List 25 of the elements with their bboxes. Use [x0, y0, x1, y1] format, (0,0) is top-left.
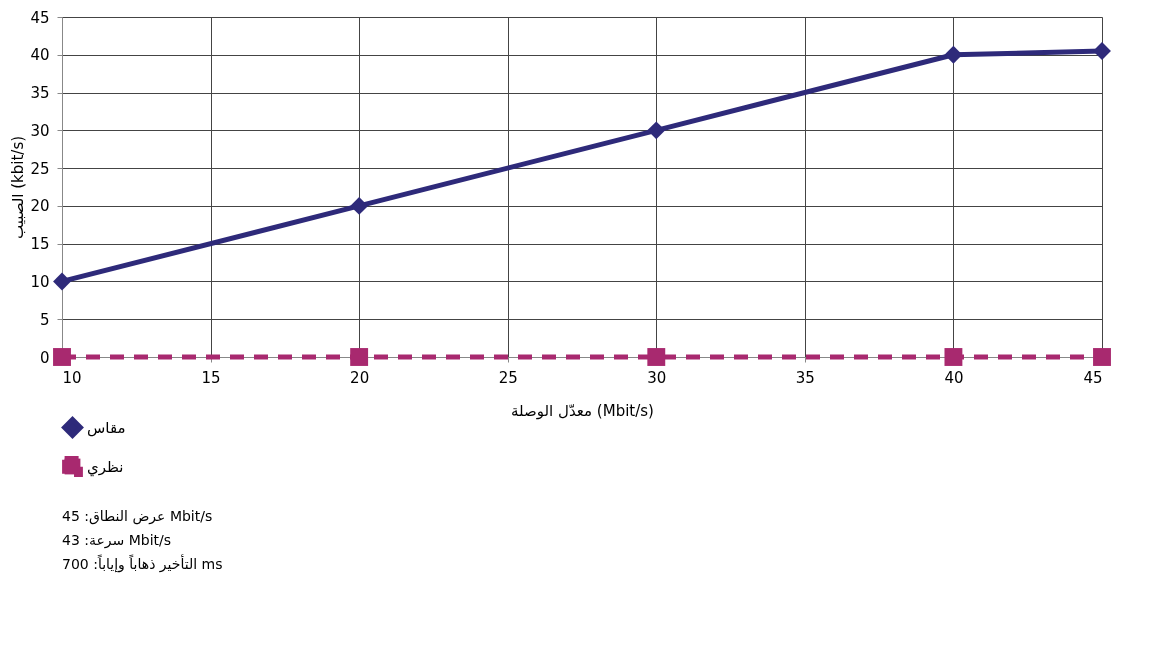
y-axis-title: الصبيب (kbit/s): [9, 135, 28, 240]
x-tick-label: 30: [647, 368, 667, 387]
y-tick-label: 20: [30, 197, 50, 216]
x-tick-label: 15: [201, 368, 221, 387]
y-tick-label: 30: [30, 121, 50, 140]
x-axis-title: معدّل الوصلة (Mbit/s): [511, 401, 654, 420]
y-tick-label: 10: [30, 272, 50, 291]
x-tick-label: 35: [795, 368, 815, 387]
x-tick-label: 25: [498, 368, 518, 387]
y-tick-label: 40: [30, 46, 50, 65]
x-tick-label: 20: [350, 368, 370, 387]
y-tick-label: 15: [30, 235, 50, 254]
y-tick-label: 25: [30, 159, 50, 178]
y-tick-label: 35: [30, 84, 50, 103]
x-tick-label: 10: [62, 368, 82, 387]
x-tick-label: 45: [1083, 368, 1103, 387]
x-tick-label: 40: [944, 368, 964, 387]
text: التأخير ذهاباً وإياباً: 700 ms: [62, 553, 223, 573]
y-tick-label: 45: [30, 8, 50, 27]
y-tick-label: 5: [39, 310, 50, 329]
legend-label: نظري: [87, 457, 124, 477]
text: سرعة: 43 Mbit/s: [62, 532, 172, 549]
y-tick-label: 0: [39, 348, 50, 367]
text: عرض النطاق: 45 Mbit/s: [62, 508, 213, 525]
legend-label: مقاس: [87, 418, 126, 437]
